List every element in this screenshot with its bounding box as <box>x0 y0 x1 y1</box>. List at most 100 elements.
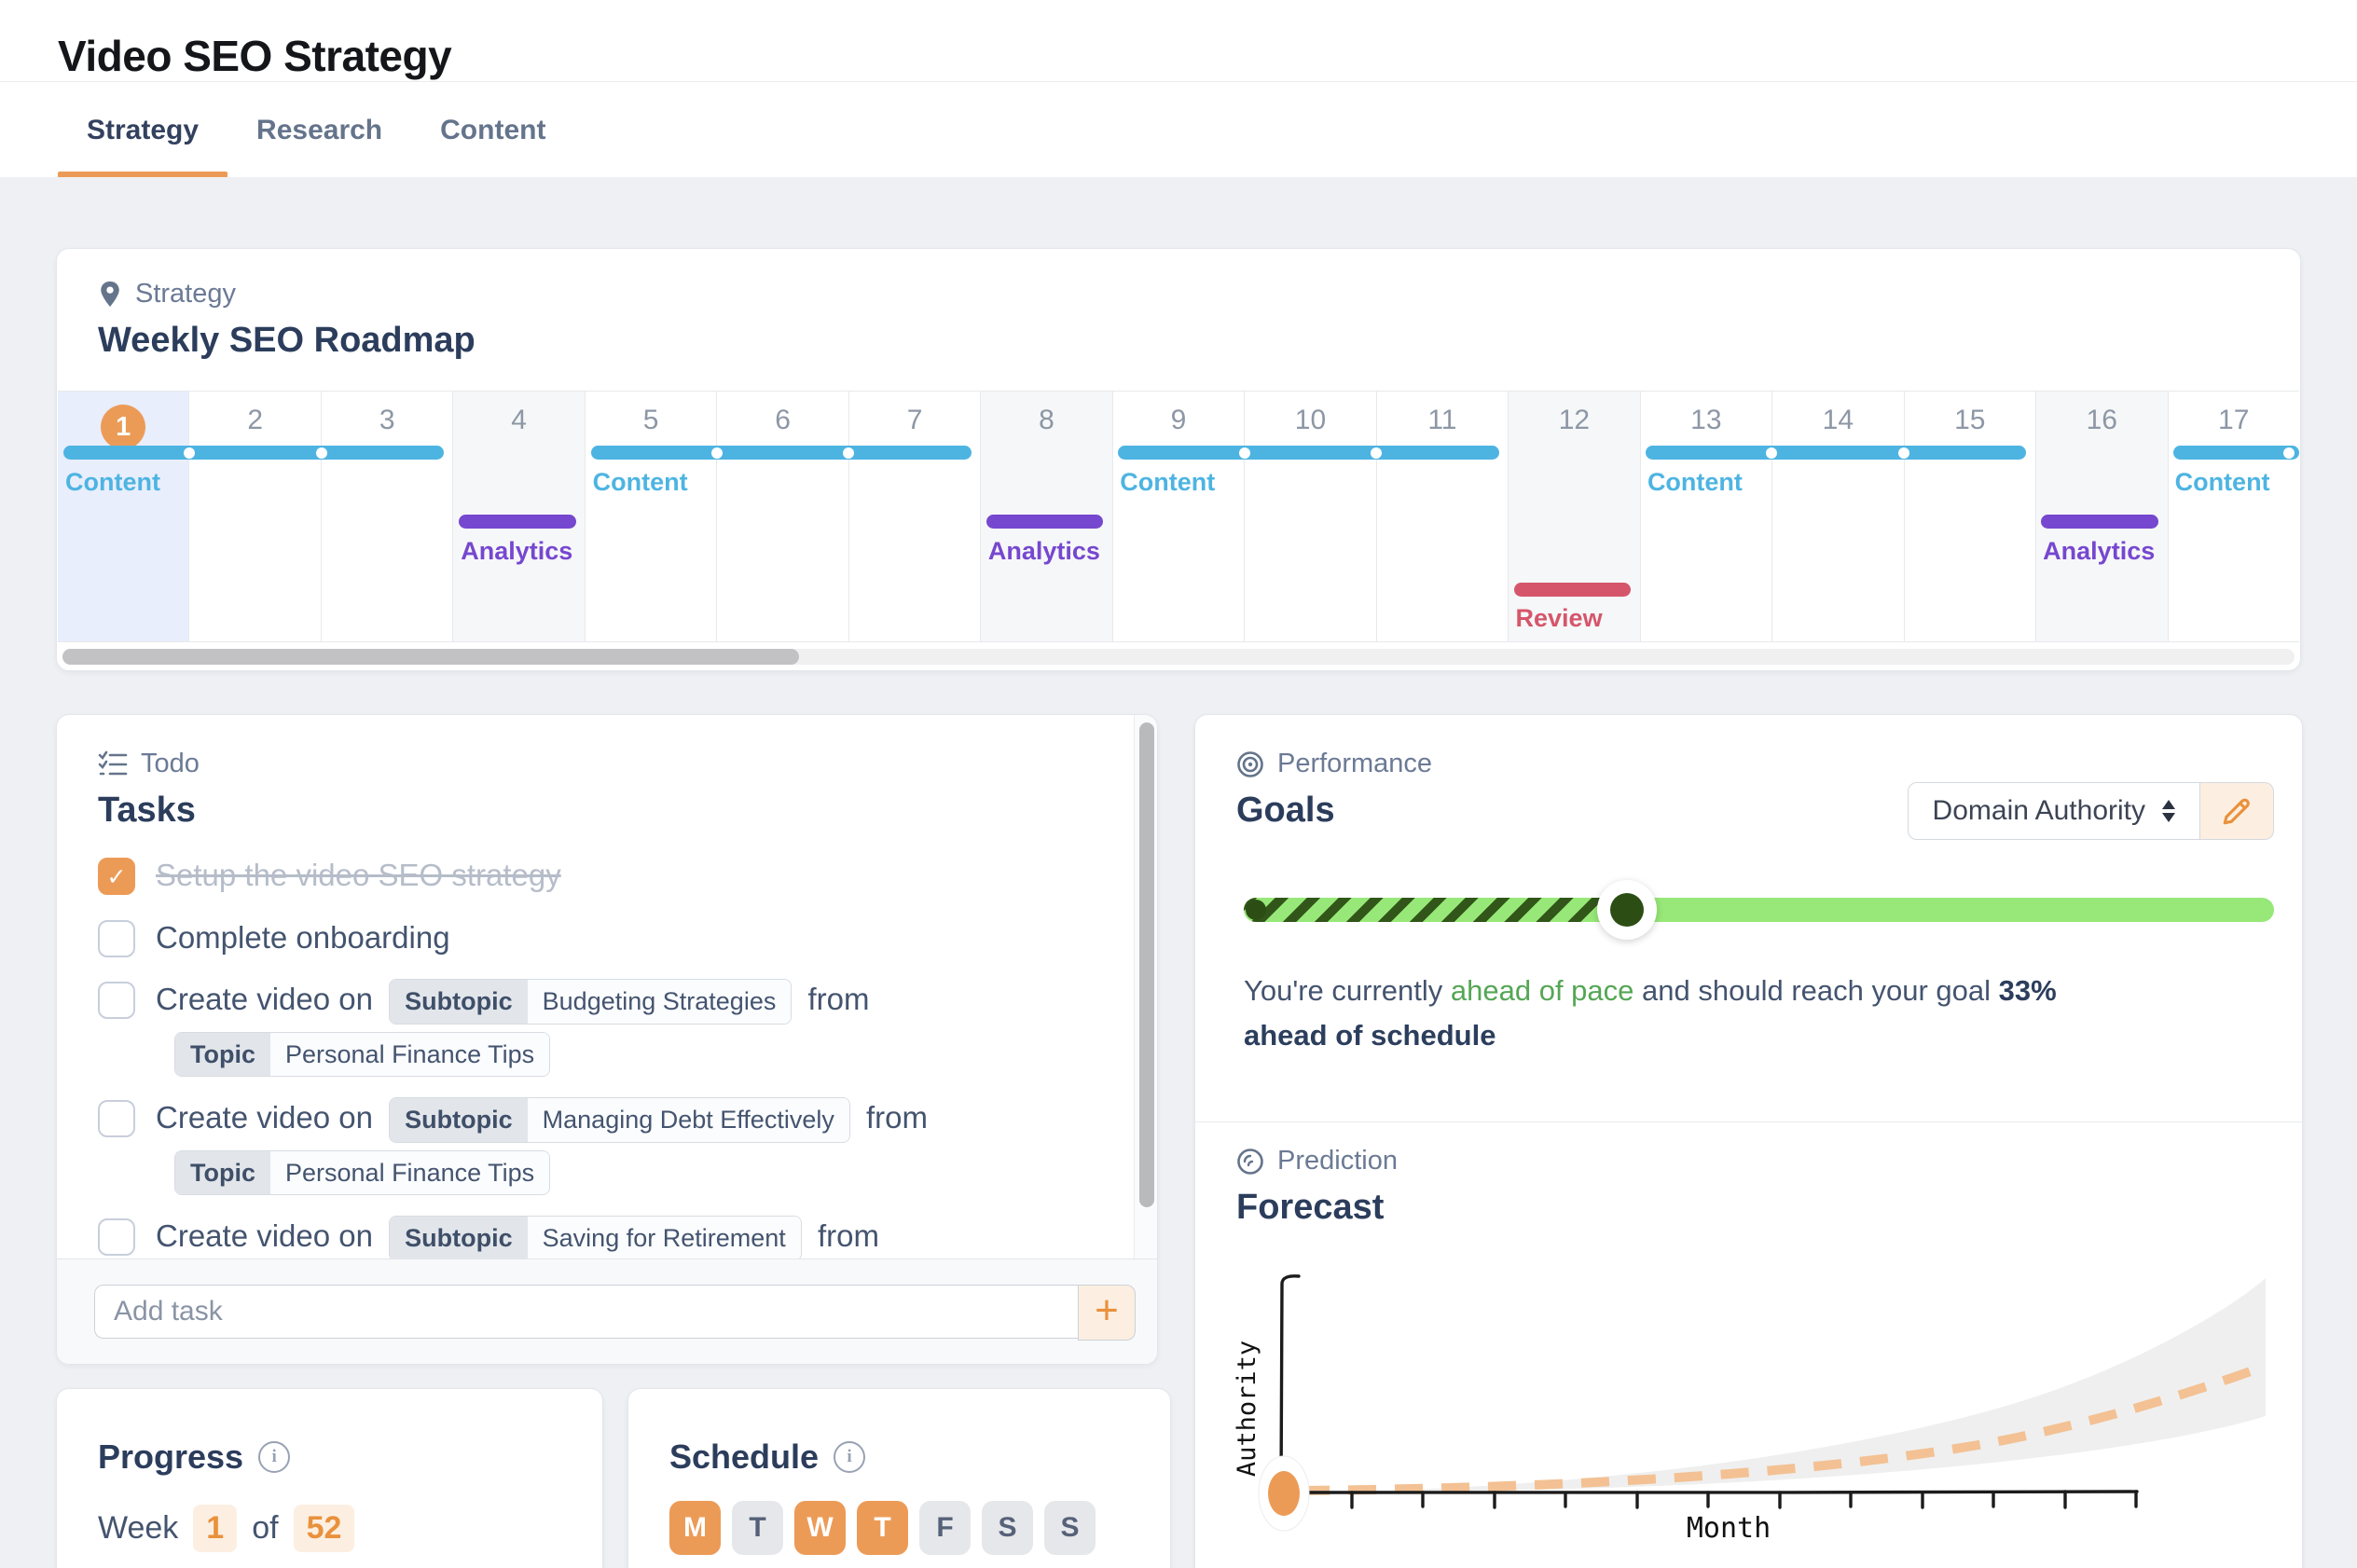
week-cell-14[interactable]: 14 <box>1772 392 1905 641</box>
content-bar-label: Content <box>592 468 688 496</box>
content-bar[interactable] <box>2172 446 2299 460</box>
week-cell-13[interactable]: 13 <box>1640 392 1773 641</box>
total-weeks-value: 52 <box>293 1505 355 1552</box>
day-button-1-M[interactable]: M <box>669 1501 721 1555</box>
week-number: 2 <box>247 405 264 435</box>
roadmap-title: Weekly SEO Roadmap <box>98 321 476 360</box>
task-checkbox[interactable]: ✓ <box>98 858 135 895</box>
tasks-scrollbar-thumb[interactable] <box>1139 722 1154 1207</box>
subtopic-badge-value: Managing Debt Effectively <box>527 1098 849 1142</box>
content-bar[interactable] <box>590 446 972 460</box>
performance-card: Performance Goals Domain Authority You'r… <box>1194 714 2303 1568</box>
current-week-badge: 1 <box>101 405 146 449</box>
pencil-icon <box>2223 798 2250 825</box>
bar-joint-dot <box>315 447 327 459</box>
bars-layer: Content Analytics Content Analytics Content R… <box>58 392 2299 641</box>
roadmap-scrollbar-thumb[interactable] <box>62 649 800 665</box>
task-text: from <box>808 1218 879 1254</box>
week-cell-7[interactable]: 7 <box>848 392 982 641</box>
info-icon[interactable]: i <box>834 1441 866 1473</box>
analytics-bar[interactable] <box>459 515 576 529</box>
day-button-2-T[interactable]: T <box>732 1501 783 1555</box>
target-icon <box>1237 750 1263 777</box>
plus-icon: + <box>1095 1287 1119 1333</box>
bar-joint-dot <box>711 447 724 459</box>
tab-strategy[interactable]: Strategy <box>58 82 228 178</box>
content-bar-label: Content <box>1120 468 1216 496</box>
week-cell-6[interactable]: 6 <box>717 392 849 641</box>
tab-bar: Strategy Research Content Project www.ge… <box>0 81 2357 254</box>
goal-edit-button[interactable] <box>2200 782 2274 840</box>
task-text: from <box>799 982 870 1017</box>
content-bar[interactable] <box>1118 446 1499 460</box>
week-cell-2[interactable]: 2 <box>189 392 322 641</box>
task-checkbox[interactable] <box>98 982 135 1020</box>
task-checkbox[interactable] <box>98 1100 135 1138</box>
add-task-input[interactable] <box>94 1285 1097 1339</box>
forecast-dashed-line <box>1301 1361 2267 1495</box>
task-checkbox[interactable] <box>98 919 135 957</box>
subtopic-badge: Subtopic Saving for Retirement <box>389 1216 802 1261</box>
week-label: Week <box>98 1510 179 1546</box>
day-button-6-S[interactable]: S <box>982 1501 1033 1555</box>
content-bar-label: Content <box>1647 468 1743 496</box>
subtopic-badge-key: Subtopic <box>390 1098 528 1142</box>
tab-content[interactable]: Content <box>411 82 574 178</box>
tasks-title: Tasks <box>98 791 196 830</box>
week-cell-5[interactable]: 5 <box>585 392 718 641</box>
content-bar[interactable] <box>1645 446 2027 460</box>
day-button-5-F[interactable]: F <box>919 1501 971 1555</box>
bar-joint-dot <box>1897 447 1909 459</box>
week-number: 3 <box>379 405 395 435</box>
review-bar-label: Review <box>1515 604 1603 632</box>
subtopic-badge-value: Saving for Retirement <box>527 1217 801 1260</box>
week-cell-15[interactable]: 15 <box>1904 392 2037 641</box>
week-cell-1[interactable]: 1 <box>58 392 190 641</box>
week-cell-10[interactable]: 10 <box>1245 392 1377 641</box>
task-checkbox[interactable] <box>98 1218 135 1257</box>
of-label: of <box>252 1510 279 1546</box>
task-text: Create video on <box>156 982 382 1017</box>
goal-progress-slider[interactable] <box>1244 880 2274 940</box>
goal-message-percent: 33% <box>1998 974 2057 1007</box>
section-divider <box>1195 1121 2302 1122</box>
forecast-title: Forecast <box>1236 1188 1385 1227</box>
goal-progress-fill <box>1244 898 1628 922</box>
analytics-bar-label: Analytics <box>461 537 573 565</box>
week-number: 7 <box>906 405 923 435</box>
analytics-bar[interactable] <box>986 515 1104 529</box>
week-number: 17 <box>2218 405 2250 435</box>
day-button-3-W[interactable]: W <box>794 1501 846 1555</box>
task-body: Create video on Subtopic Managing Debt Ef… <box>156 1097 928 1196</box>
topic-badge-value: Personal Finance Tips <box>270 1032 550 1077</box>
week-cell-12[interactable]: 12 <box>1509 392 1641 641</box>
task-text: Complete onboarding <box>156 919 450 955</box>
analytics-bar[interactable] <box>2041 515 2158 529</box>
strategy-roadmap-card: Strategy Weekly SEO Roadmap 1 2 3 4 5 6 7 8 9 10 1… <box>56 248 2301 671</box>
add-task-button[interactable]: + <box>1078 1285 1136 1341</box>
content-bar[interactable] <box>63 446 445 460</box>
goal-metric-select[interactable]: Domain Authority <box>1907 782 2200 840</box>
roadmap-section-label: Strategy <box>135 279 236 309</box>
week-cell-9[interactable]: 9 <box>1112 392 1246 641</box>
day-button-7-S[interactable]: S <box>1044 1501 1096 1555</box>
day-button-4-T[interactable]: T <box>857 1501 908 1555</box>
tasks-scrollbar[interactable] <box>1134 715 1157 1259</box>
tab-research[interactable]: Research <box>227 82 411 178</box>
week-cell-3[interactable]: 3 <box>321 392 454 641</box>
task-row: Create video on Subtopic Managing Debt Ef… <box>98 1097 1092 1196</box>
info-icon[interactable]: i <box>258 1441 291 1473</box>
task-text: Setup the video SEO strategy <box>156 858 561 892</box>
review-bar[interactable] <box>1513 583 1631 597</box>
tasks-card: Todo Tasks ✓ Setup the video SEO strategy… <box>56 714 1158 1365</box>
goal-message-part2: and should reach your goal <box>1633 974 1999 1007</box>
bar-joint-dot <box>1238 447 1250 459</box>
week-cell-11[interactable]: 11 <box>1376 392 1509 641</box>
goal-slider-knob[interactable] <box>1597 880 1658 940</box>
roadmap-scrollbar[interactable] <box>62 649 2295 665</box>
goal-message-line2: ahead of schedule <box>1244 1019 1496 1052</box>
week-cell-17[interactable]: 17 <box>2168 392 2299 641</box>
